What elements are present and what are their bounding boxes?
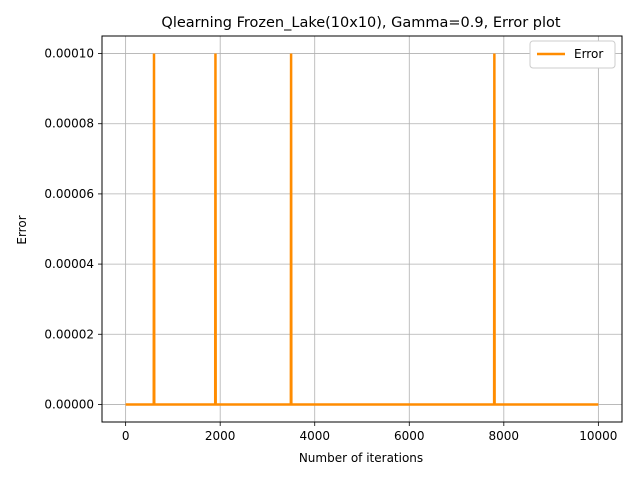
y-tick-label: 0.00010: [44, 47, 94, 61]
x-axis-ticks: 0 2000 4000 6000 8000 10000: [122, 422, 617, 443]
y-tick-label: 0.00000: [44, 397, 94, 411]
x-axis-label: Number of iterations: [299, 451, 423, 465]
y-tick-label: 0.00006: [44, 187, 94, 201]
y-axis-label: Error: [15, 215, 29, 244]
x-tick-label: 2000: [205, 429, 236, 443]
x-tick-label: 4000: [299, 429, 330, 443]
x-tick-label: 10000: [579, 429, 617, 443]
series-line-error: [125, 53, 599, 406]
y-axis-ticks: 0.00000 0.00002 0.00004 0.00006 0.00008 0.000…: [44, 47, 102, 411]
legend-box: [529, 40, 616, 69]
x-tick-label: 0: [122, 429, 130, 443]
plot-frame: [101, 35, 623, 423]
legend-label-error: Error: [574, 47, 603, 61]
series-layer: [125, 53, 599, 406]
x-tick-label: 6000: [394, 429, 425, 443]
y-tick-label: 0.00002: [44, 327, 94, 341]
legend: Error: [529, 40, 616, 69]
y-tick-label: 0.00004: [44, 257, 94, 271]
y-tick-label: 0.00008: [44, 117, 94, 131]
chart-title: Qlearning Frozen_Lake(10x10), Gamma=0.9,…: [161, 15, 560, 31]
x-tick-label: 8000: [489, 429, 520, 443]
